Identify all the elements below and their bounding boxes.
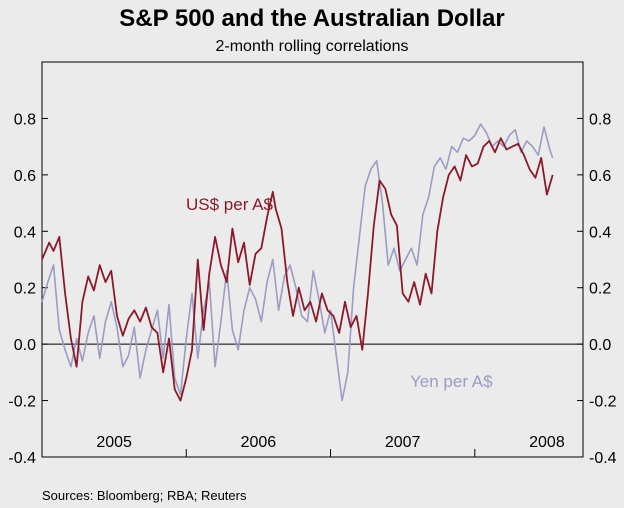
y-tick-label-right: 0.0 <box>589 337 611 354</box>
y-tick-label-left: -0.4 <box>8 450 36 467</box>
y-tick-label-left: 0.2 <box>14 281 36 298</box>
y-tick-label-left: 0.0 <box>14 337 36 354</box>
y-tick-label-right: 0.4 <box>589 224 611 241</box>
series-line-usd-per-aud <box>41 137 554 402</box>
year-boundary-ticks <box>185 449 476 457</box>
chart-title: S&P 500 and the Australian Dollar <box>119 5 504 32</box>
y-tick-label-left: 0.6 <box>14 168 36 185</box>
source-note: Sources: Bloomberg; RBA; Reuters <box>42 488 247 503</box>
y-tick-label-right: 0.2 <box>589 281 611 298</box>
y-tick-label-left: -0.2 <box>8 394 36 411</box>
y-axis-left-ticks <box>42 117 48 458</box>
series-line-yen-per-aud <box>41 123 554 402</box>
x-tick-label: 2006 <box>241 434 277 451</box>
series-label-usd-per-aud: US$ per A$ <box>186 195 273 214</box>
x-tick-label: 2007 <box>385 434 421 451</box>
y-tick-label-right: -0.2 <box>589 394 617 411</box>
plot-area <box>41 61 584 458</box>
x-tick-label: 2005 <box>96 434 132 451</box>
y-axis-right-ticks <box>577 117 583 458</box>
y-tick-label-left: 0.4 <box>14 224 36 241</box>
y-axis-right-labels: -0.4 -0.2 0.0 0.2 0.4 0.6 0.8 <box>589 111 617 467</box>
y-tick-label-right: -0.4 <box>589 450 617 467</box>
y-tick-label-left: 0.8 <box>14 111 36 128</box>
chart-subtitle: 2-month rolling correlations <box>216 38 409 55</box>
x-axis-year-labels: 2005 2006 2007 2008 <box>96 434 564 451</box>
y-tick-label-right: 0.8 <box>589 111 611 128</box>
series-label-yen-per-aud: Yen per A$ <box>410 372 493 391</box>
y-axis-left-labels: -0.4 -0.2 0.0 0.2 0.4 0.6 0.8 <box>8 111 36 467</box>
y-tick-label-right: 0.6 <box>589 168 611 185</box>
x-tick-label: 2008 <box>529 434 565 451</box>
